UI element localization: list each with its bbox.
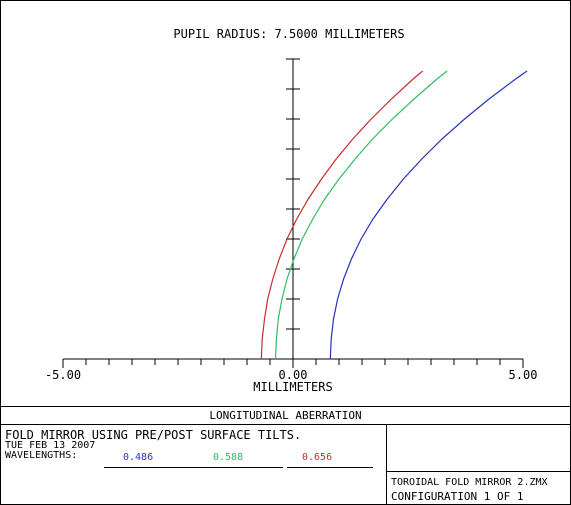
wavelength-legend-swatch bbox=[196, 467, 283, 468]
wavelength-legend-label: 0.588 bbox=[213, 452, 244, 463]
series-line-0.486 bbox=[329, 70, 528, 360]
wavelength-legend-swatch bbox=[287, 467, 373, 468]
x-tick-label: 0.00 bbox=[279, 368, 308, 382]
chart-title: PUPIL RADIUS: 7.5000 MILLIMETERS bbox=[173, 27, 404, 41]
x-axis-label: MILLIMETERS bbox=[253, 380, 332, 394]
x-tick-labels: -5.00 0.00 5.00 bbox=[45, 368, 538, 382]
footer-info-divider bbox=[386, 471, 570, 472]
configuration-info: CONFIGURATION 1 OF 1 bbox=[391, 490, 524, 503]
lens-file-name: TOROIDAL FOLD MIRROR 2.ZMX bbox=[391, 477, 548, 488]
wavelength-legend-label: 0.486 bbox=[123, 452, 154, 463]
chart-axes bbox=[62, 58, 524, 368]
footer-title-divider bbox=[1, 424, 570, 425]
series-line-0.588 bbox=[274, 70, 448, 360]
footer-date: TUE FEB 13 2007 bbox=[5, 440, 96, 451]
x-tick-label: 5.00 bbox=[509, 368, 538, 382]
series-line-0.656 bbox=[260, 70, 424, 360]
wavelengths-label: WAVELENGTHS: bbox=[5, 450, 78, 461]
footer-top-divider bbox=[1, 406, 570, 407]
longitudinal-aberration-chart: PUPIL RADIUS: 7.5000 MILLIMETERS -5.00 0.… bbox=[45, 27, 538, 394]
wavelength-legend-swatch bbox=[104, 467, 196, 468]
x-tick-label: -5.00 bbox=[45, 368, 81, 382]
footer-description: FOLD MIRROR USING PRE/POST SURFACE TILTS… bbox=[5, 428, 302, 442]
footer-section-title: LONGITUDINAL ABERRATION bbox=[209, 409, 362, 422]
footer-column-divider bbox=[386, 424, 387, 504]
wavelength-legend-label: 0.656 bbox=[302, 452, 333, 463]
chart-series bbox=[260, 70, 528, 360]
